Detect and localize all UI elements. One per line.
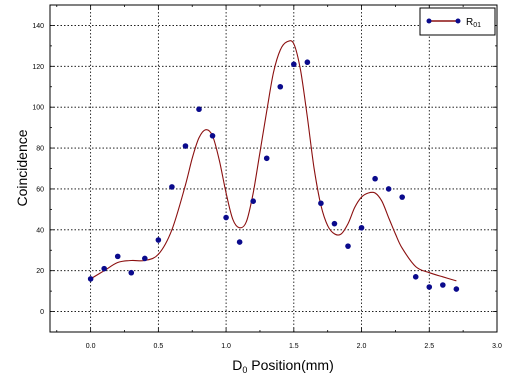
- data-point: [385, 186, 392, 192]
- data-point: [142, 255, 148, 262]
- y-tick-label: 80: [36, 146, 44, 153]
- data-point: [318, 200, 324, 207]
- data-point: [263, 155, 270, 162]
- grid-lines: [50, 5, 497, 332]
- x-tick-label: 2.0: [357, 343, 367, 350]
- tick-labels: 0.0 0.5 1.0 1.5 2.0 2.5 3.0 0 20 40 60 80 100 120 140: [32, 23, 502, 350]
- data-point: [128, 269, 135, 276]
- x-axis-label: D0 Position(mm): [232, 357, 334, 375]
- data-point: [209, 133, 216, 139]
- data-point: [304, 59, 311, 66]
- data-point: [277, 83, 284, 90]
- legend-marker-left: [426, 18, 432, 24]
- x-tick-label: 3.0: [492, 343, 502, 350]
- y-tick-label: 40: [36, 227, 44, 234]
- legend: R01: [419, 7, 496, 36]
- x-tick-label: 1.0: [221, 343, 231, 350]
- data-point: [412, 274, 419, 280]
- data-point: [182, 143, 189, 149]
- data-point: [114, 253, 121, 260]
- x-tick-label: 0.0: [86, 343, 96, 350]
- y-tick-label: 120: [32, 64, 44, 71]
- y-tick-label: 140: [32, 23, 44, 30]
- tick-marks: [50, 4, 497, 333]
- plot-frame: [49, 4, 498, 333]
- data-point: [169, 184, 175, 190]
- fit-curve: [90, 40, 457, 282]
- data-point: [345, 243, 351, 249]
- y-tick-label: 20: [36, 268, 44, 275]
- data-point: [250, 198, 256, 204]
- data-point: [87, 276, 94, 282]
- x-tick-label: 1.5: [289, 343, 299, 350]
- y-tick-label: 0: [40, 309, 44, 316]
- data-points: [87, 59, 460, 292]
- data-point: [291, 61, 297, 68]
- y-tick-label: 100: [32, 105, 44, 112]
- data-point: [358, 224, 365, 231]
- x-tick-label: 2.5: [424, 343, 434, 350]
- data-point: [196, 106, 202, 113]
- legend-label: R01: [466, 17, 481, 29]
- legend-marker-right: [455, 18, 461, 24]
- data-point: [372, 175, 378, 182]
- data-point: [236, 239, 243, 245]
- data-point: [155, 237, 162, 243]
- data-point: [399, 194, 405, 200]
- data-point: [440, 282, 446, 288]
- data-point: [426, 284, 433, 290]
- data-point: [331, 220, 338, 227]
- data-point: [101, 265, 107, 272]
- x-tick-label: 0.5: [153, 343, 163, 350]
- data-point: [223, 214, 229, 221]
- data-point: [453, 286, 460, 292]
- y-axis-label: Coincidence: [14, 129, 30, 206]
- y-tick-label: 60: [36, 186, 44, 193]
